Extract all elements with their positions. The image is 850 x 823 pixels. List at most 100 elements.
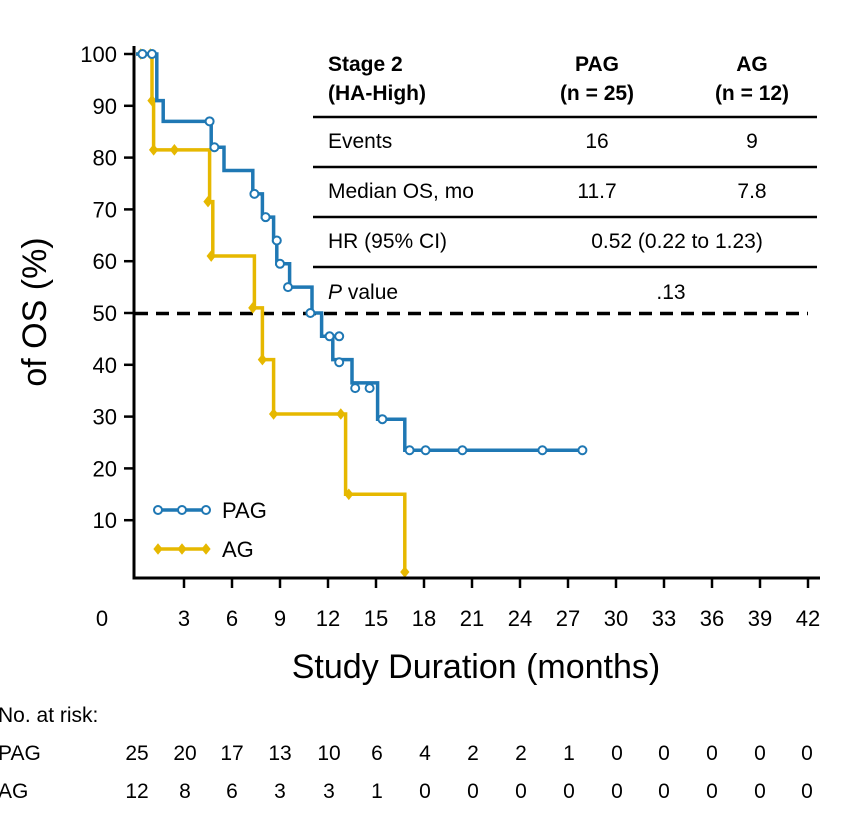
risk-value: 8	[179, 780, 191, 803]
risk-value: 2	[515, 742, 527, 765]
risk-value: 0	[801, 780, 813, 803]
risk-value: 13	[268, 742, 291, 765]
risk-value: 0	[706, 780, 718, 803]
legend-swatch-pag	[153, 505, 211, 515]
risk-value: 3	[274, 780, 286, 803]
risk-value: 10	[317, 742, 340, 765]
ag-censor-mark	[257, 353, 268, 366]
risk-row-label-ag: AG	[0, 780, 28, 803]
legend-marker	[153, 543, 163, 555]
summary-table: Stage 2 (HA-High) PAG (n = 25) AG (n = 1…	[313, 53, 817, 304]
pag-censor-mark	[271, 235, 282, 246]
x-tick-label: 15	[364, 606, 388, 631]
table-row-label: P value	[328, 281, 398, 304]
x-tick-label: 30	[604, 606, 628, 631]
risk-value: 6	[226, 780, 238, 803]
p-rest: value	[342, 281, 398, 304]
x-tick-label: 3	[178, 606, 190, 631]
risk-value: 0	[658, 780, 670, 803]
x-tick-label: 6	[226, 606, 238, 631]
y-tick-label: 80	[93, 146, 117, 171]
table-col-ag-line1: AG	[736, 53, 768, 76]
pag-censor-mark	[404, 445, 415, 456]
x-tick-label: 21	[460, 606, 484, 631]
x-tick-label: 24	[508, 606, 532, 631]
legend: PAG AG	[153, 498, 267, 562]
table-cell: 0.52 (0.22 to 1.23)	[591, 230, 763, 253]
pag-censor-mark	[350, 383, 361, 394]
y-tick-label: 50	[93, 301, 117, 326]
legend-marker	[177, 505, 187, 515]
y-tick-label: 20	[93, 456, 117, 481]
legend-marker	[177, 543, 187, 555]
ag-censor-mark	[169, 144, 180, 156]
risk-row-label-pag: PAG	[0, 742, 41, 765]
table-cell: 16	[585, 130, 608, 153]
legend-label-pag: PAG	[222, 498, 267, 523]
pag-censor-mark	[260, 212, 271, 223]
ag-censor-mark	[268, 408, 279, 420]
pag-censor-mark	[364, 383, 375, 394]
risk-value: 3	[323, 780, 335, 803]
risk-table: No. at risk: PAG AG 25 20 17 13 10 6 4 2 2 1 0 0 0 0 0…	[0, 704, 813, 803]
risk-value: 25	[125, 742, 148, 765]
table-header-line2: (HA-High)	[328, 82, 426, 105]
legend-marker	[201, 543, 211, 555]
ag-censor-mark	[400, 566, 410, 578]
risk-value: 20	[173, 742, 196, 765]
table-row-label: Events	[328, 130, 392, 153]
x-tick-label: 0	[96, 606, 108, 631]
table-row-label: HR (95% CI)	[328, 230, 447, 253]
table-cell: 9	[746, 130, 758, 153]
pag-censor-mark	[324, 331, 335, 342]
risk-value: 6	[371, 742, 383, 765]
risk-values: 25 20 17 13 10 6 4 2 2 1 0 0 0 0 012 8 6 3 3 1 0 0 0 0 0 0 0 0 0	[125, 742, 813, 803]
table-cell: 11.7	[577, 180, 616, 203]
pag-censor-mark	[137, 49, 148, 59]
risk-value: 4	[419, 742, 431, 765]
pag-censor-mark	[305, 308, 316, 318]
risk-value: 0	[515, 780, 527, 803]
pag-censor-mark	[283, 282, 293, 293]
risk-value: 0	[611, 780, 623, 803]
y-tick-label: 100	[80, 42, 117, 67]
legend-label-ag: AG	[222, 537, 254, 562]
legend-marker	[201, 505, 211, 515]
x-axis-title: Study Duration (months)	[292, 648, 661, 686]
risk-value: 0	[754, 742, 766, 765]
x-tick-label: 18	[412, 606, 436, 631]
pag-censor-mark	[420, 445, 431, 456]
pag-censor-mark	[209, 142, 220, 153]
pag-censor-mark	[147, 49, 157, 59]
ag-censor-mark	[203, 195, 213, 208]
table-col-pag-line1: PAG	[575, 53, 619, 76]
risk-value: 0	[706, 742, 718, 765]
x-tick-label: 33	[652, 606, 676, 631]
risk-value: 17	[220, 742, 243, 765]
risk-value: 0	[801, 742, 813, 765]
y-tick-label: 70	[93, 197, 117, 222]
risk-value: 12	[125, 780, 148, 803]
series-pag	[136, 49, 588, 456]
pag-censor-mark	[577, 445, 588, 456]
risk-value: 0	[563, 780, 575, 803]
y-tick-label: 60	[93, 249, 117, 274]
risk-title: No. at risk:	[0, 704, 98, 727]
y-axis-title: of OS (%)	[16, 237, 54, 386]
x-tick-label: 27	[556, 606, 580, 631]
pag-censor-mark	[457, 445, 468, 456]
y-tick-label: 10	[93, 508, 117, 533]
risk-value: 0	[754, 780, 766, 803]
x-tick-label: 36	[700, 606, 724, 631]
table-col-pag-line2: (n = 25)	[560, 82, 634, 105]
y-tick-label: 90	[93, 94, 117, 119]
pag-censor-mark	[249, 188, 260, 199]
p-italic: P	[328, 281, 342, 304]
x-tick-label: 9	[274, 606, 286, 631]
risk-value: 0	[419, 780, 431, 803]
pag-censor-mark	[537, 445, 548, 456]
ag-censor-mark	[344, 488, 354, 501]
x-tick-label: 12	[316, 606, 340, 631]
legend-marker	[153, 505, 163, 515]
